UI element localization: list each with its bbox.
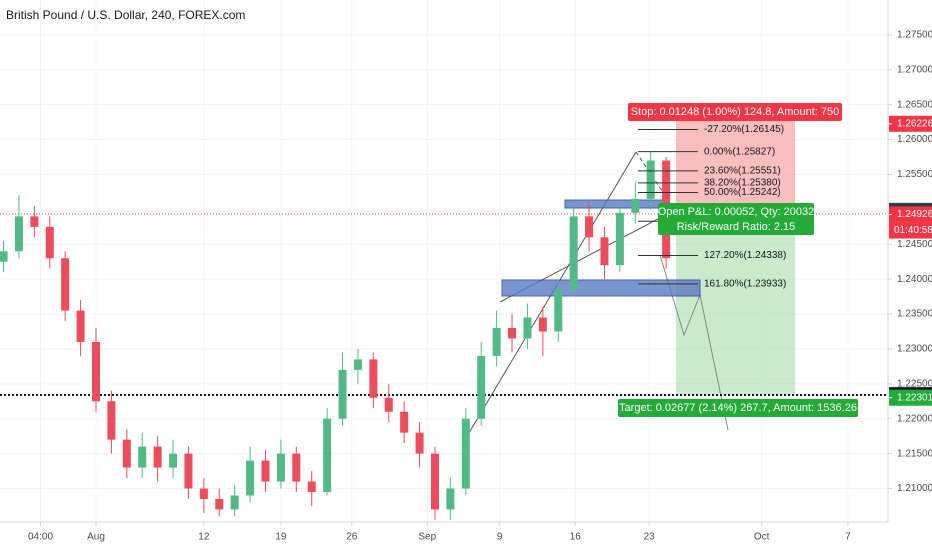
candle-body (138, 446, 147, 468)
candle-body (646, 160, 655, 199)
fib-label: 38.20%(1.25380) (704, 177, 781, 188)
price-marker-label: 1.24926 (897, 209, 932, 220)
price-marker-label: 1.22301 (897, 392, 932, 403)
candle-body (477, 355, 486, 419)
x-tick-label: 16 (570, 532, 582, 543)
price-marker-label: 1.26226 (897, 118, 932, 129)
y-tick-label: 1.24000 (897, 274, 932, 285)
x-tick-label: 19 (275, 532, 287, 543)
pnl-label-bg (658, 203, 814, 235)
candle-body (615, 212, 624, 266)
countdown: 01:40:58 (894, 225, 932, 236)
candle-body (169, 453, 178, 468)
price-marker-bg (889, 389, 932, 406)
x-tick-label: 12 (198, 532, 210, 543)
candle-body (538, 317, 547, 332)
rr-label: Risk/Reward Ratio: 2.15 (677, 221, 796, 233)
price-marker-bg (889, 115, 932, 132)
fib-label: -27.20%(1.26145) (704, 124, 784, 135)
pnl-label: Open P&L: 0.00052, Qty: 20032 (658, 206, 815, 218)
y-tick-label: 1.25500 (897, 169, 932, 180)
candle-body (384, 397, 393, 412)
x-tick-label: 04:00 (28, 532, 53, 543)
candle-body (45, 226, 54, 259)
y-tick-label: 1.22500 (897, 378, 932, 389)
candle-body (122, 439, 131, 468)
candle-body (107, 401, 116, 440)
candle-body (199, 488, 208, 499)
candle-body (369, 359, 378, 398)
candle-body (585, 216, 594, 238)
x-tick-label: Oct (754, 532, 770, 543)
fib-label: 0.00%(1.25827) (704, 146, 775, 157)
y-tick-label: 1.26500 (897, 99, 932, 110)
candle-body (554, 289, 563, 332)
demand-zone (501, 279, 701, 297)
candle-body (61, 258, 70, 311)
fib-label: 50.00%(1.25242) (704, 187, 781, 198)
candle-body (292, 453, 301, 482)
fib-label: 127.20%(1.24338) (704, 250, 786, 261)
y-tick-label: 1.27000 (897, 64, 932, 75)
x-tick-label: 23 (644, 532, 656, 543)
candle-body (400, 411, 409, 433)
candle-body (0, 251, 8, 262)
y-tick-label: 1.26000 (897, 134, 932, 145)
stop-zone (676, 120, 795, 214)
candle-body (91, 341, 100, 402)
fib-label: 23.60%(1.25551) (704, 166, 781, 177)
candle-body (246, 460, 255, 496)
candle-body (415, 432, 424, 454)
candle-body (323, 418, 332, 492)
x-tick-label: 26 (346, 532, 358, 543)
candle-body (446, 488, 455, 510)
target-label-bg (618, 399, 858, 417)
candle-body (153, 446, 162, 468)
candle-body (215, 498, 224, 510)
y-tick-label: 1.27500 (897, 30, 932, 41)
chart-title: British Pound / U.S. Dollar, 240, FOREX.… (6, 8, 245, 22)
candle-body (230, 495, 239, 510)
candle-body (631, 198, 640, 213)
y-tick-label: 1.23500 (897, 309, 932, 320)
candle-body (30, 216, 39, 227)
candle-body (14, 216, 23, 252)
target-zone (676, 214, 795, 395)
candle-body (261, 460, 270, 482)
price-marker-bg (889, 206, 932, 223)
target-label: Target: 0.02677 (2.14%) 267.7, Amount: 1… (619, 402, 857, 414)
y-tick-label: 1.21000 (897, 483, 932, 494)
candle-body (492, 327, 501, 356)
candle-body (430, 453, 439, 510)
stop-label: Stop: 0.01248 (1.00%) 124.8, Amount: 750 (631, 106, 840, 118)
x-tick-label: Sep (418, 532, 436, 543)
y-tick-label: 1.21500 (897, 448, 932, 459)
y-tick-label: 1.22000 (897, 413, 932, 424)
y-tick-label: 1.23000 (897, 344, 932, 355)
candle-body (184, 453, 193, 489)
candle-body (600, 237, 609, 266)
countdown-bg (889, 222, 932, 239)
candle-body (307, 481, 316, 492)
candle-body (338, 369, 347, 419)
x-tick-label: 9 (497, 532, 503, 543)
stop-label-bg (628, 103, 842, 121)
fib-label: 161.80%(1.23933) (704, 278, 786, 289)
candle-body (76, 310, 85, 342)
candle-body (523, 317, 532, 339)
axes: 1.21000 1.21500 1.22000 1.22500 1.23000 1.235… (28, 30, 932, 543)
candle-body (461, 418, 470, 489)
x-tick-label: Aug (87, 532, 105, 543)
candle-body (508, 327, 517, 339)
candle-body (569, 216, 578, 290)
supply-zone (564, 199, 666, 209)
y-tick-label: 1.24500 (897, 239, 932, 250)
candle-body (353, 359, 362, 370)
candle-body (276, 453, 285, 482)
x-tick-label: 7 (845, 532, 851, 543)
